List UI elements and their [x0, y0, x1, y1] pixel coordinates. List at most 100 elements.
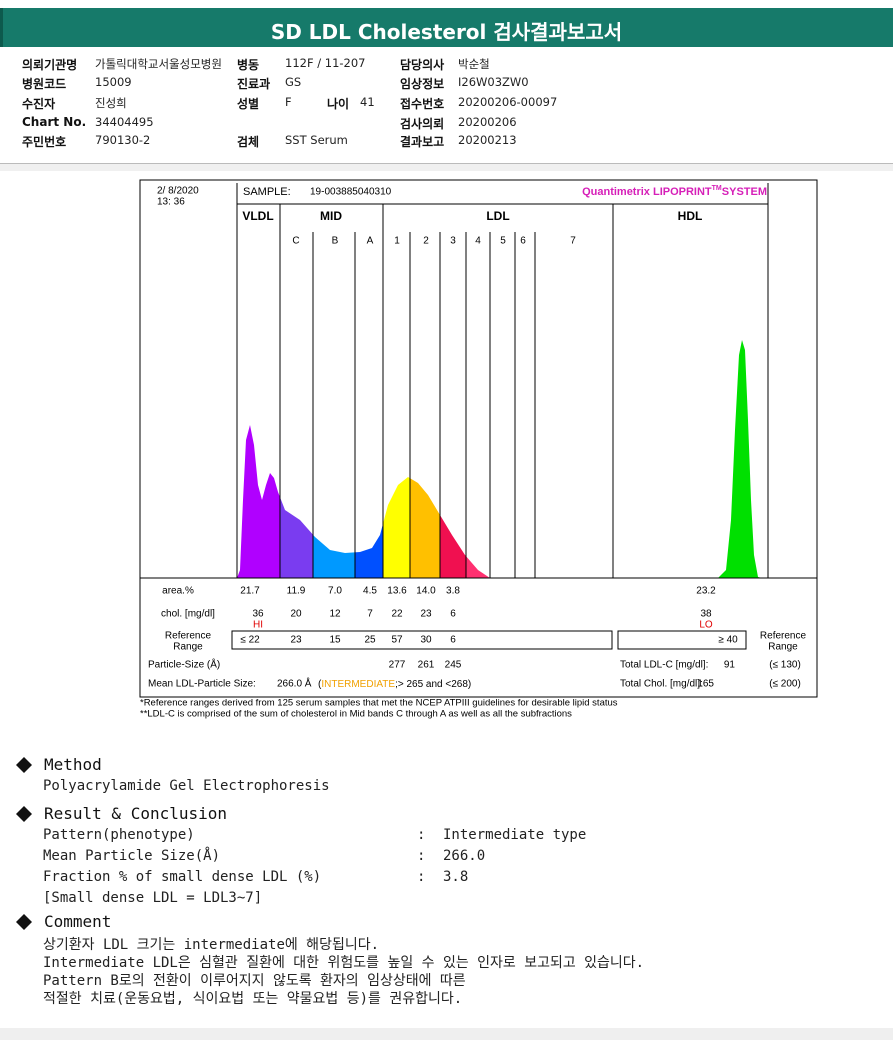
report-title: SD LDL Cholesterol 검사결과보고서 — [270, 20, 623, 44]
info-value: 112F / 11-207 — [285, 56, 366, 70]
row-label: Reference — [165, 631, 212, 642]
result-value: 3.8 — [443, 869, 469, 885]
subband-label: 3 — [450, 236, 456, 247]
info-value: 20200206-00097 — [458, 95, 558, 109]
info-value: 박순철 — [458, 57, 490, 71]
total-chol-ref: (≤ 200) — [769, 679, 801, 690]
info-value: F — [285, 95, 292, 109]
info-label: 검사의뢰 — [400, 117, 445, 131]
chol-value: 22 — [391, 609, 403, 620]
method-text: Polyacrylamide Gel Electrophoresis — [43, 778, 330, 794]
ref-box — [231, 630, 613, 650]
result-separator: : — [417, 827, 426, 843]
subband-label: 7 — [570, 236, 576, 247]
area-value: 14.0 — [416, 586, 436, 597]
info-label: 진료과 — [237, 77, 271, 91]
result-label: Mean Particle Size(Å) — [43, 848, 221, 864]
mean-range: (INTERMEDIATE;> 265 and <268) — [318, 679, 471, 690]
row-label: Range — [768, 642, 798, 653]
system-name: Quantimetrix LIPOPRINTTMSYSTEM — [582, 185, 767, 198]
chol-value: 6 — [450, 609, 456, 620]
info-value: 20200206 — [458, 115, 517, 129]
section-heading: Result & Conclusion — [44, 804, 228, 823]
result-separator: : — [417, 869, 426, 885]
header-bar — [0, 8, 893, 47]
particle-value: 245 — [445, 660, 462, 671]
bullet — [16, 806, 32, 822]
chol-value: 7 — [367, 609, 373, 620]
footer-band — [0, 1028, 893, 1040]
row-label: Mean LDL-Particle Size: — [148, 679, 256, 690]
area-value: 4.5 — [363, 586, 377, 597]
subband-label: C — [292, 236, 299, 247]
info-label: 임상정보 — [400, 77, 445, 91]
total-ldl: 91 — [724, 660, 736, 671]
info-label: 접수번호 — [400, 97, 445, 111]
result-note: [Small dense LDL = LDL3~7] — [43, 890, 263, 906]
row-label: area.% — [162, 586, 194, 597]
info-value: 가톨릭대학교서울성모병원 — [95, 57, 222, 71]
row-label: Total LDL-C [mg/dl]: — [620, 660, 708, 671]
row-label: chol. [mg/dl] — [161, 609, 215, 620]
divider — [0, 163, 893, 164]
ref-value: ≥ 40 — [718, 635, 738, 646]
subband-label: 2 — [423, 236, 429, 247]
info-value: 790130-2 — [95, 133, 151, 147]
chol-value: 12 — [329, 609, 341, 620]
info-value: 41 — [360, 95, 375, 109]
area-value: 23.2 — [696, 586, 716, 597]
band-label: HDL — [678, 209, 703, 223]
area-value: 7.0 — [328, 586, 342, 597]
bullet — [16, 914, 32, 930]
comment-line: Intermediate LDL은 심혈관 질환에 대한 위험도를 높일 수 있… — [43, 955, 645, 971]
ref-value: 57 — [391, 635, 403, 646]
report-frame — [139, 179, 818, 698]
info-value: GS — [285, 75, 302, 89]
ref-value: 30 — [420, 635, 432, 646]
chol-value: 23 — [420, 609, 432, 620]
result-label: Pattern(phenotype) — [43, 827, 195, 843]
info-value: 34404495 — [95, 115, 154, 129]
info-label: 나이 — [327, 97, 350, 111]
info-label: 의뢰기관명 — [22, 58, 78, 72]
row-label: Reference — [760, 631, 807, 642]
row-label: Total Chol. [mg/dl]: — [620, 679, 703, 690]
info-label: 성별 — [237, 97, 260, 111]
info-label: 병동 — [237, 58, 260, 72]
area-value: 11.9 — [287, 586, 306, 597]
info-label: 결과보고 — [400, 135, 445, 149]
particle-value: 261 — [418, 660, 435, 671]
comment-line: 적절한 치료(운동요법, 식이요법 또는 약물요법 등)를 권유합니다. — [43, 991, 463, 1007]
ref-value: 6 — [450, 635, 456, 646]
sample-label: SAMPLE: — [243, 186, 291, 198]
info-label: 수진자 — [22, 97, 56, 111]
bullet — [16, 757, 32, 773]
info-label: 검체 — [237, 135, 260, 149]
result-value: Intermediate type — [443, 827, 587, 843]
ref-value: 25 — [364, 635, 376, 646]
chol-value: 38 — [700, 609, 712, 620]
divider-band — [0, 164, 893, 171]
mean-class: INTERMEDIATE — [321, 679, 395, 690]
mean-open: ( — [318, 679, 322, 690]
area-value: 21.7 — [240, 586, 260, 597]
system: Quantimetrix LIPOPRINT — [582, 186, 712, 198]
info-label: 병원코드 — [22, 77, 67, 91]
flag: LO — [699, 620, 713, 631]
comment-line: Pattern B로의 전환이 이루어지지 않도록 환자의 임상상태에 따른 — [43, 973, 466, 989]
info-label: 주민번호 — [22, 135, 67, 149]
info-value: 진성희 — [95, 96, 127, 110]
ref-value: 23 — [290, 635, 302, 646]
flag: HI — [253, 620, 263, 631]
result-value: 266.0 — [443, 848, 486, 864]
area-value: 13.6 — [387, 586, 407, 597]
band-label: LDL — [486, 209, 509, 223]
ref-value: 15 — [329, 635, 341, 646]
date: 2/ 8/2020 — [157, 186, 199, 197]
total-chol: 165 — [697, 679, 714, 690]
info-value: 15009 — [95, 75, 132, 89]
mean-range-text: ;> 265 and <268) — [395, 679, 471, 690]
sample-id: 19-003885040310 — [310, 187, 392, 198]
footnote: **LDL-C is comprised of the sum of chole… — [140, 709, 572, 720]
